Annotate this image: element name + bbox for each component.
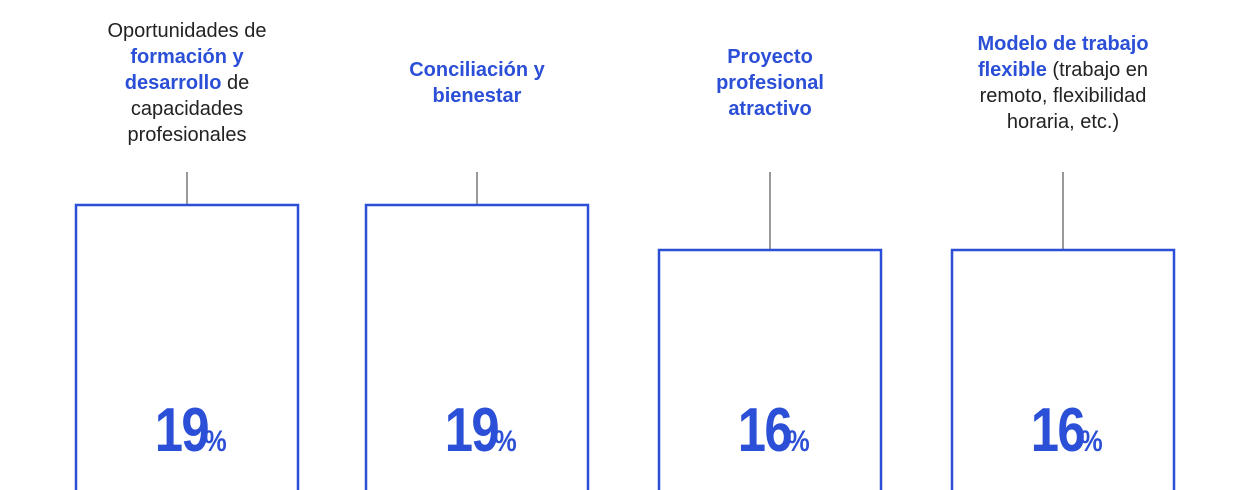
plain-text: Oportunidades de (107, 20, 267, 42)
plain-text: de capacidades profesionales (127, 72, 250, 146)
value-unit: % (787, 425, 810, 458)
category-label: Conciliación y bienestar (387, 0, 567, 166)
value-label: 16% (963, 395, 1163, 466)
category-text: Modelo de trabajo flexible (trabajo en r… (951, 31, 1176, 135)
emphasis-text: Modelo de trabajo flexible (977, 33, 1149, 81)
value-number: 19 (444, 396, 500, 465)
category-label: Oportunidades de formación y desarrollo … (100, 0, 275, 166)
emphasis-text: Conciliación y bienestar (409, 59, 545, 107)
category-text: Proyecto profesional atractivo (700, 44, 840, 122)
value-unit: % (1080, 425, 1103, 458)
value-number: 19 (154, 396, 210, 465)
category-label: Proyecto profesional atractivo (700, 0, 840, 166)
bar (74, 203, 300, 490)
value-number: 16 (737, 396, 793, 465)
bar (364, 203, 590, 490)
bar (950, 248, 1176, 490)
value-unit: % (494, 425, 517, 458)
plain-text: (trabajo en remoto, flexibilidad horaria… (979, 59, 1149, 133)
value-unit: % (204, 425, 227, 458)
category-text: Oportunidades de formación y desarrollo … (100, 18, 275, 148)
emphasis-text: Proyecto profesional atractivo (716, 46, 824, 120)
emphasis-text: formación y desarrollo (124, 46, 244, 94)
value-label: 16% (670, 395, 870, 466)
bar (657, 248, 883, 490)
value-number: 16 (1030, 396, 1086, 465)
value-label: 19% (377, 395, 577, 466)
category-label: Modelo de trabajo flexible (trabajo en r… (951, 0, 1176, 166)
value-label: 19% (87, 395, 287, 466)
category-text: Conciliación y bienestar (387, 57, 567, 109)
